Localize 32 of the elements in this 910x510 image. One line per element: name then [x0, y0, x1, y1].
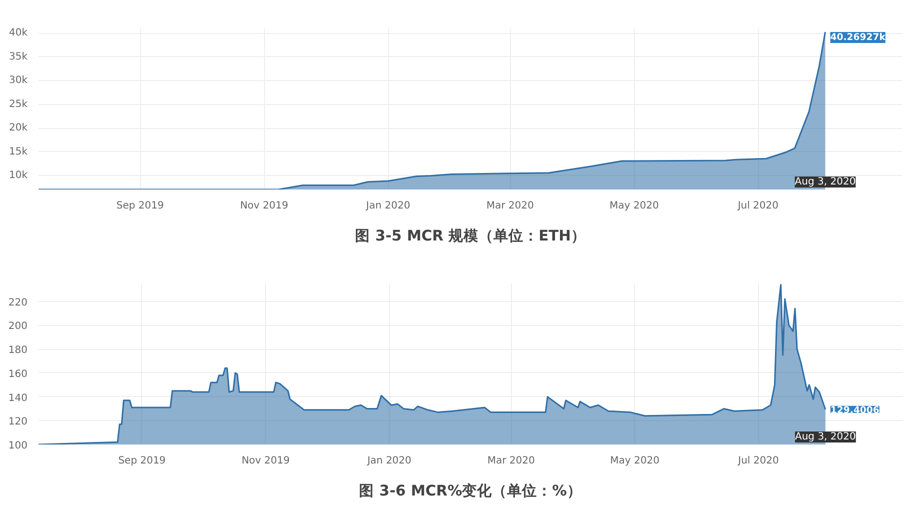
y-tick-label: 160 — [8, 368, 28, 380]
y-tick-label: 200 — [8, 321, 28, 332]
annotation: Aug 3, 2020 — [794, 432, 856, 442]
text: 图 3-5 MCR 规模（单位：ETH） — [355, 228, 586, 244]
x-tick-label: May 2020 — [610, 200, 659, 212]
annotation: Aug 3, 2020 — [794, 176, 856, 188]
y-tick-label: 140 — [8, 392, 28, 404]
y-tick-label: 35k — [8, 51, 28, 62]
y-tick-label: 100 — [8, 440, 28, 452]
x-tick-label: May 2020 — [610, 456, 660, 466]
y-tick-label: 10k — [8, 170, 28, 182]
x-tick-label: Jul 2020 — [737, 456, 779, 466]
x-tick-label: Jan 2020 — [366, 456, 412, 466]
x-tick-label: Jul 2020 — [736, 200, 779, 212]
y-tick-label: 30k — [8, 75, 28, 86]
y-tick-label: 220 — [8, 297, 28, 308]
annotation: 129.4006 — [830, 404, 880, 416]
x-tick-label: Sep 2019 — [118, 456, 166, 466]
y-tick-label: 15k — [8, 146, 28, 158]
x-tick-label: Nov 2019 — [240, 200, 288, 212]
x-tick-label: Nov 2019 — [242, 456, 290, 466]
text: 图 3-6 MCR%变化（单位：%） — [359, 482, 582, 500]
x-tick-label: Mar 2020 — [486, 200, 534, 212]
y-tick-label: 40k — [8, 28, 28, 39]
x-tick-label: Jan 2020 — [365, 200, 410, 212]
y-tick-label: 180 — [8, 345, 28, 356]
y-tick-label: 20k — [8, 122, 28, 134]
y-tick-label: 25k — [8, 98, 28, 110]
x-tick-label: Mar 2020 — [487, 456, 535, 466]
y-tick-label: 120 — [8, 416, 28, 428]
annotation: 40.26927k — [830, 32, 886, 43]
x-tick-label: Sep 2019 — [116, 200, 164, 212]
